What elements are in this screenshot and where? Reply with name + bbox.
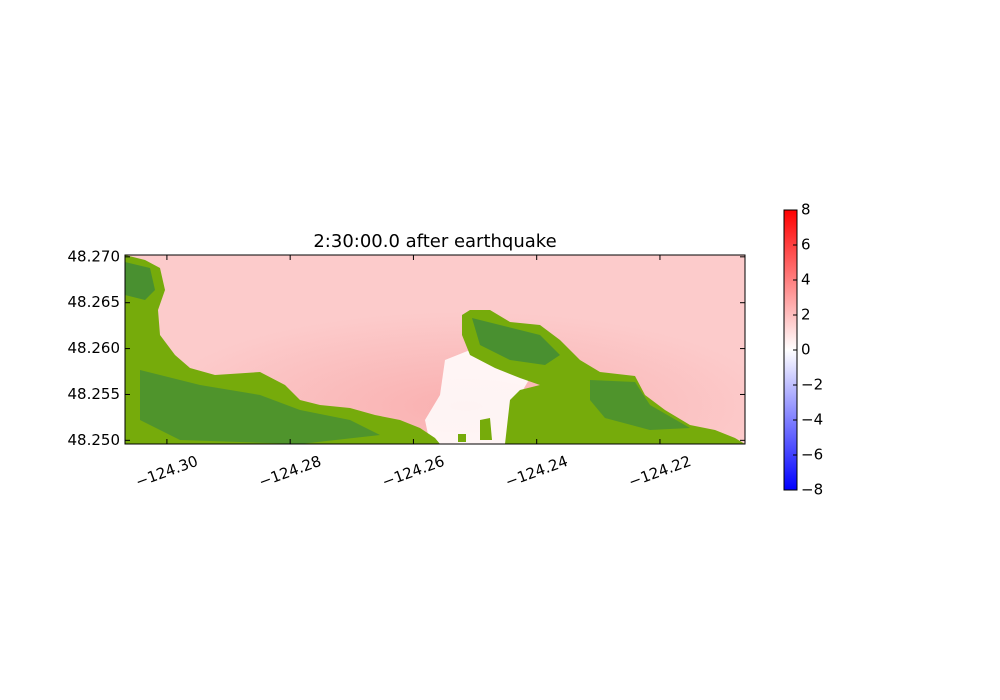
y-tick-label: 48.260: [68, 339, 121, 357]
colorbar-tick-label: −4: [801, 411, 823, 429]
x-tick-label: −124.24: [503, 452, 570, 491]
shoal: [425, 350, 530, 444]
land-high: [140, 370, 380, 444]
colorbar-tick-label: −2: [801, 376, 823, 394]
y-tick-label: 48.270: [68, 247, 121, 265]
axes-frame: [124, 254, 746, 445]
land: [480, 418, 492, 440]
colorbar-tick-label: 4: [801, 271, 811, 289]
colorbar-tick-label: 8: [801, 201, 811, 219]
colorbar-tick-label: 6: [801, 236, 811, 254]
x-tick-label: −124.28: [256, 452, 323, 491]
colorbar-tick-label: −8: [801, 481, 823, 499]
x-tick-label: −124.22: [626, 452, 693, 491]
map-image: [125, 255, 745, 444]
y-tick-label: 48.265: [68, 293, 121, 311]
x-tick-label: −124.26: [380, 452, 447, 491]
land-high: [125, 262, 155, 300]
colorbar-tick-label: −6: [801, 446, 823, 464]
x-tick-label: −124.30: [133, 452, 200, 491]
colorbar-tick-label: 0: [801, 341, 811, 359]
chart-title: 2:30:00.0 after earthquake: [313, 231, 556, 252]
land: [458, 434, 466, 442]
land-high: [472, 318, 560, 365]
y-tick-label: 48.250: [68, 431, 121, 449]
y-tick-label: 48.255: [68, 385, 121, 403]
colorbar-tick-label: 2: [801, 306, 811, 324]
land-high: [590, 380, 690, 430]
